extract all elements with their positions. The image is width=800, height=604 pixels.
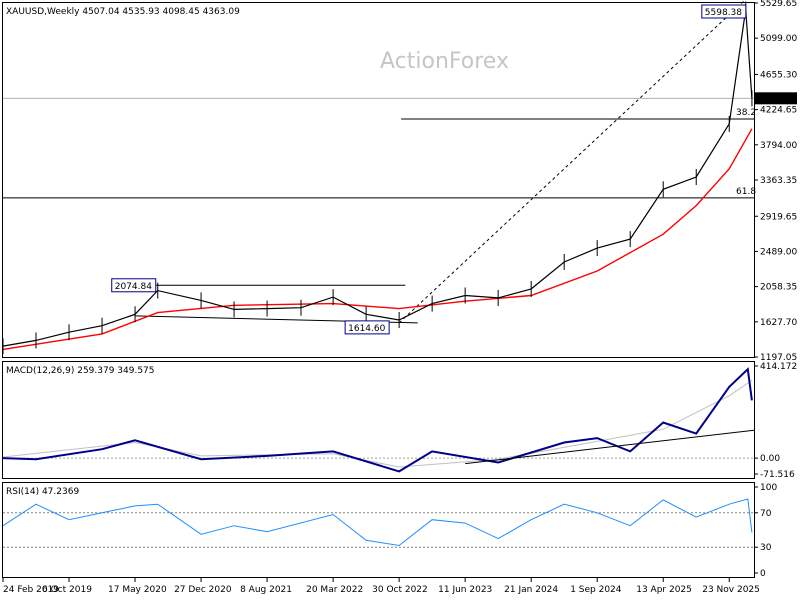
price-y-tick-3: 4224.65 xyxy=(760,106,797,116)
annotation-box-0 xyxy=(701,4,747,19)
fib-level-label-1: 61.8 xyxy=(736,187,756,197)
x-tick-label-5: 20 Mar 2022 xyxy=(306,585,363,595)
current-price-label: 4363.09 xyxy=(758,94,795,104)
price-y-tick-7: 2489.00 xyxy=(760,247,797,257)
annotation-box-1 xyxy=(111,278,157,293)
annotation-label-2: 1614.60 xyxy=(348,324,385,334)
rsi-header: RSI(14) 47.2369 xyxy=(6,487,79,497)
x-tick-label-3: 27 Dec 2020 xyxy=(174,585,232,595)
annotation-label-1: 2074.84 xyxy=(115,282,152,292)
x-tick-label-2: 17 May 2020 xyxy=(108,585,167,595)
x-tick-label-0: 24 Feb 2019 xyxy=(3,585,59,595)
price-y-tick-6: 2919.65 xyxy=(760,212,797,222)
rsi-y-tick-1: 70 xyxy=(760,509,772,519)
x-tick-label-6: 30 Oct 2022 xyxy=(372,585,428,595)
x-tick-label-8: 21 Jan 2024 xyxy=(504,585,558,595)
price-y-tick-8: 2058.35 xyxy=(760,283,797,293)
price-y-tick-2: 4655.30 xyxy=(760,70,797,80)
rsi-panel-frame xyxy=(2,482,755,578)
macd-line xyxy=(2,367,753,473)
price-y-tick-4: 3794.00 xyxy=(760,141,797,151)
rsi-y-tick-0: 100 xyxy=(760,483,777,493)
rsi-panel: 100 70 30 0 xyxy=(2,483,777,579)
macd-y-tick-2: -71.516 xyxy=(760,470,795,480)
x-tick-label-7: 11 Jun 2023 xyxy=(438,585,492,595)
watermark: ActionForex xyxy=(380,49,509,74)
price-panel: 5529.65 5099.00 4655.30 4224.65 3794.00 3363.… xyxy=(2,0,797,363)
rsi-line xyxy=(2,498,753,547)
macd-panel-frame xyxy=(2,361,755,479)
macd-y-tick-0: 414.172 xyxy=(760,362,797,372)
dashed-trendline xyxy=(398,0,746,324)
price-y-tick-10: 1197.05 xyxy=(760,353,797,363)
macd-header: MACD(12,26,9) 259.379 349.575 xyxy=(6,366,155,376)
x-tick-label-11: 23 Nov 2025 xyxy=(702,585,760,595)
macd-trendline xyxy=(465,429,755,465)
price-y-tick-0: 5529.65 xyxy=(760,0,797,9)
price-y-tick-1: 5099.00 xyxy=(760,34,797,44)
price-y-tick-9: 1627.70 xyxy=(760,318,797,328)
x-tick-label-9: 1 Sep 2024 xyxy=(570,585,622,595)
x-tick-label-10: 13 Apr 2025 xyxy=(636,585,692,595)
fib-level-label-0: 38.2 xyxy=(736,108,756,118)
current-price-box xyxy=(755,92,797,105)
rsi-y-tick-2: 30 xyxy=(760,543,772,553)
macd-panel: 414.172 0.00 -71.516 xyxy=(2,362,797,480)
annotation-box-2 xyxy=(344,320,390,335)
price-header: XAUUSD,Weekly 4507.04 4535.93 4098.45 43… xyxy=(6,7,240,17)
annotation-label-0: 5598.38 xyxy=(705,8,742,18)
x-tick-label-1: 6 Oct 2019 xyxy=(42,585,92,595)
macd-y-tick-1: 0.00 xyxy=(760,454,780,464)
price-y-tick-5: 3363.35 xyxy=(760,176,797,186)
x-tick-label-4: 8 Aug 2021 xyxy=(240,585,292,595)
rsi-y-tick-3: 0 xyxy=(760,569,766,579)
